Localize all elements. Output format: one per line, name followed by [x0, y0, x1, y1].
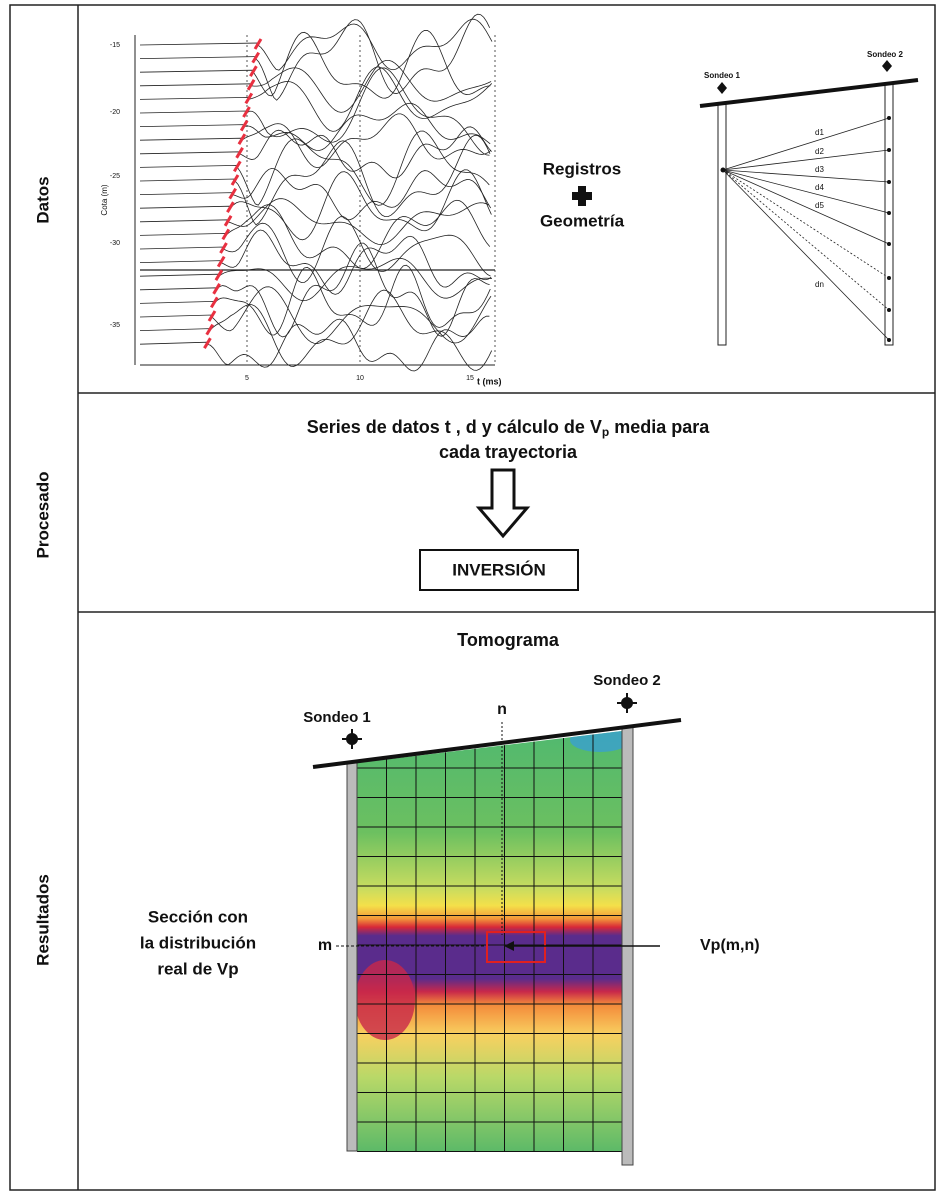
- tick-label: -25: [110, 173, 120, 180]
- borehole: [347, 763, 357, 1151]
- trace: [140, 67, 492, 131]
- ray: [723, 170, 889, 310]
- text-line: Series de datos t , d y cálculo de Vp me…: [307, 417, 710, 439]
- distance-label: d2: [815, 147, 824, 156]
- label: Vp(m,n): [700, 937, 760, 954]
- first-break: [211, 297, 217, 307]
- first-break: [227, 202, 233, 212]
- first-break: [223, 229, 229, 239]
- trace: [140, 30, 490, 98]
- ray: [723, 150, 889, 170]
- anomaly: [355, 960, 415, 1040]
- first-break: [218, 257, 224, 267]
- caption: Sección con: [148, 907, 248, 926]
- first-break: [248, 80, 254, 90]
- tick-label: 5: [245, 375, 249, 382]
- plus-icon: [572, 186, 592, 206]
- distance-label: d5: [815, 201, 824, 210]
- page: Datos Procesado Resultados Cota (m) t (m…: [0, 0, 942, 1198]
- first-break: [214, 284, 220, 294]
- label: Sondeo 2: [593, 672, 661, 689]
- trace: [140, 243, 490, 337]
- borehole: [718, 104, 726, 345]
- label: Sondeo 1: [303, 709, 371, 726]
- ray: [723, 170, 889, 182]
- trace: [140, 114, 491, 168]
- ray: [723, 170, 889, 340]
- first-break: [230, 189, 236, 199]
- marker: [342, 729, 362, 749]
- caption: la distribución: [140, 933, 256, 952]
- caption: real de Vp: [157, 959, 238, 978]
- tick-label: 10: [356, 375, 364, 382]
- title: Tomograma: [457, 630, 560, 650]
- label: Geometría: [540, 211, 625, 230]
- geometry-diagram: Sondeo 1 Sondeo 2 d1 d2 d3 d4 d5 dn: [700, 50, 918, 345]
- subscript: p: [602, 425, 609, 439]
- axis-label: Cota (m): [100, 184, 109, 215]
- trace: [140, 200, 490, 268]
- tick-label: 15: [466, 375, 474, 382]
- first-break: [221, 243, 227, 253]
- marker: [717, 82, 727, 94]
- axis-label: t (ms): [477, 376, 502, 386]
- distance-label: d3: [815, 165, 824, 174]
- tick-label: -35: [110, 322, 120, 329]
- label: Sondeo 1: [704, 71, 741, 80]
- trace: [140, 60, 491, 112]
- trace: [140, 230, 491, 294]
- seismic-plot: Cota (m) t (ms) -15 -20 -25 -30 -35 5 10…: [100, 14, 501, 386]
- receiver: [887, 308, 891, 312]
- trace: [140, 217, 491, 283]
- box-label: INVERSIÓN: [452, 560, 546, 579]
- ray: [723, 170, 889, 278]
- row-label: Resultados: [33, 874, 52, 966]
- trace: [140, 265, 490, 335]
- receiver: [887, 242, 891, 246]
- arrow: [479, 470, 527, 536]
- text-line: cada trayectoria: [439, 442, 578, 462]
- tick-label: -15: [110, 42, 120, 49]
- receiver: [887, 180, 891, 184]
- first-break: [241, 121, 247, 131]
- text: Series de datos t , d y cálculo de V: [307, 417, 602, 437]
- label: m: [318, 937, 332, 954]
- first-break: [255, 39, 261, 49]
- label: Registros: [543, 159, 621, 178]
- trace: [140, 103, 490, 150]
- first-break: [207, 325, 213, 335]
- label: n: [497, 701, 507, 718]
- label: Sondeo 2: [867, 50, 904, 59]
- first-break: [250, 66, 256, 76]
- ray: [723, 118, 889, 170]
- tick-label: -20: [110, 109, 120, 116]
- trace: [140, 19, 492, 70]
- receiver: [887, 338, 891, 342]
- tomogram: [355, 720, 630, 1155]
- first-break: [225, 216, 231, 226]
- trace: [140, 168, 491, 219]
- receiver: [887, 276, 891, 280]
- marker: [882, 60, 892, 72]
- distance-label: d1: [815, 128, 824, 137]
- first-break: [204, 338, 210, 348]
- tick-label: -30: [110, 240, 120, 247]
- distance-label: dn: [815, 280, 824, 289]
- row-label: Datos: [33, 176, 52, 223]
- marker: [617, 693, 637, 713]
- receiver: [887, 116, 891, 120]
- distance-label: d4: [815, 183, 824, 192]
- ray: [723, 170, 889, 244]
- row-label: Procesado: [33, 472, 52, 559]
- source: [721, 168, 726, 173]
- tomogram-fill: [357, 725, 622, 1155]
- first-break: [237, 148, 243, 158]
- receiver: [887, 148, 891, 152]
- receiver: [887, 211, 891, 215]
- trace: [140, 14, 490, 100]
- text: media para: [609, 417, 710, 437]
